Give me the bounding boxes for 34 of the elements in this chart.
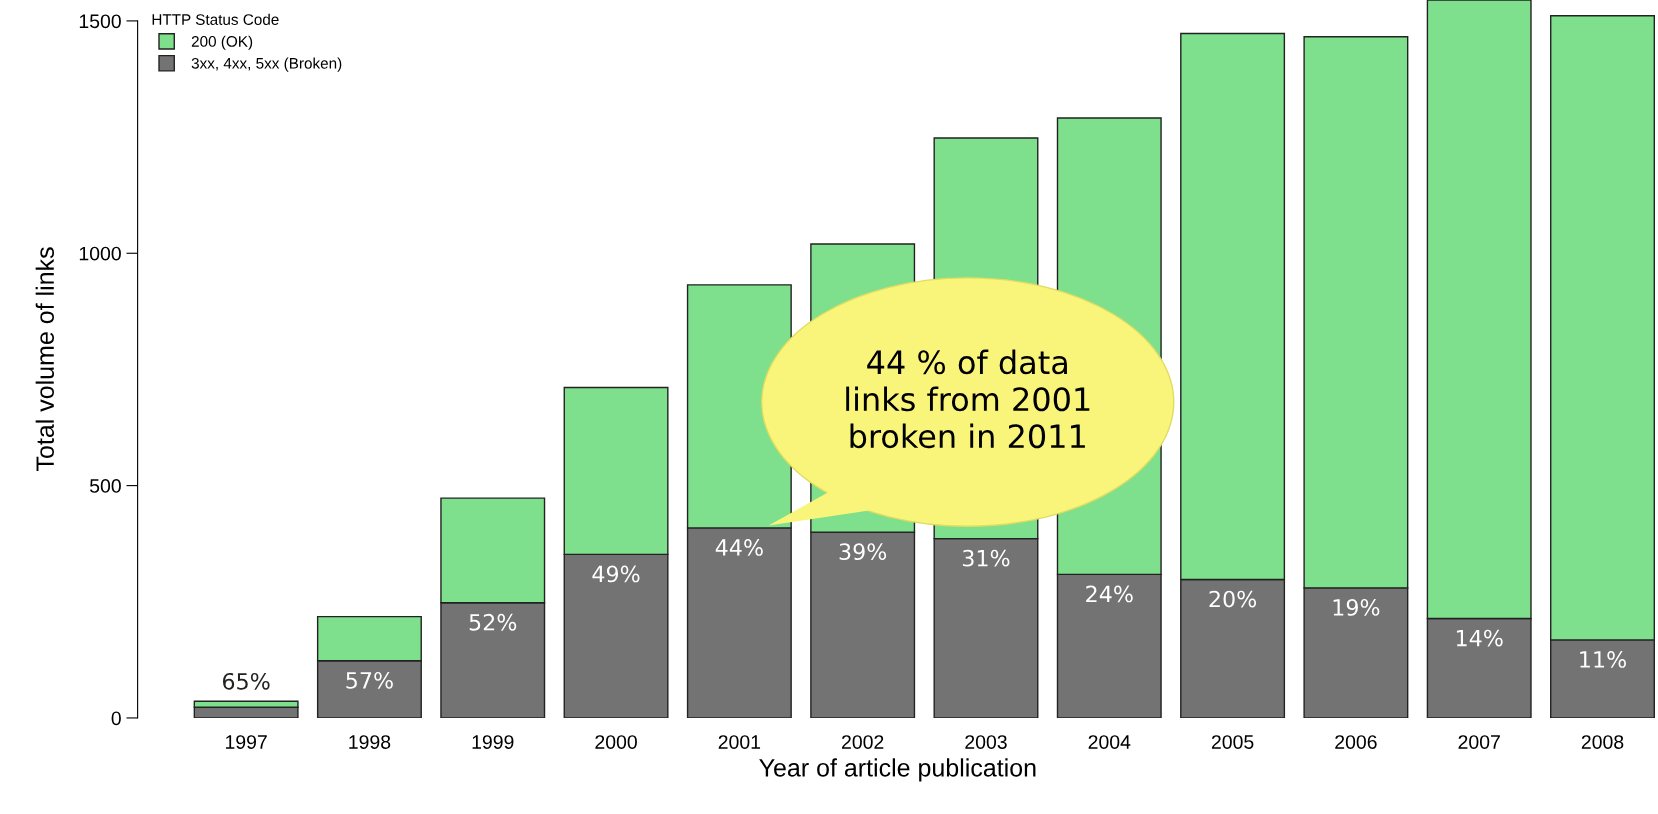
annotation: 11%: [1580, 651, 1626, 668]
x-tick-label: 2004: [1088, 735, 1131, 749]
y-tick-label: 1000: [79, 246, 121, 261]
annotation: 20%: [1209, 590, 1257, 608]
annotation: 39%: [839, 543, 887, 561]
x-tick-label: 1998: [349, 735, 391, 749]
annotation: 19%: [1333, 599, 1380, 616]
annotation: 24%: [1086, 585, 1133, 603]
x-tick-label: 2008: [1581, 735, 1624, 749]
annotation: 49%: [592, 565, 640, 583]
y-axis-title: Total volume of links: [35, 247, 54, 471]
x-tick-label: 2007: [1458, 735, 1500, 749]
x-tick-label: 2002: [842, 735, 884, 749]
x-axis-title: Year of article publication: [759, 758, 1036, 782]
x-tick-label: 2001: [718, 735, 761, 749]
annotation: 14%: [1456, 629, 1503, 647]
x-tick-label: 1999: [472, 735, 514, 749]
annotation: 52%: [469, 613, 517, 631]
y-tick-label: 500: [89, 479, 121, 493]
y-tick-label: 0: [111, 711, 121, 726]
annotation: 44%: [715, 539, 763, 556]
annotation: 57%: [346, 671, 393, 689]
x-tick-label: 2006: [1335, 735, 1377, 749]
x-tick-label: 2005: [1211, 735, 1254, 749]
annotation: 65%: [222, 672, 270, 690]
annotation: 44 % of data links from 2001 broken in 2011: [846, 349, 1090, 449]
x-tick-label: 2000: [595, 735, 637, 749]
y-tick-label: 1500: [79, 14, 121, 29]
legend-title: HTTP Status Code: [152, 13, 279, 25]
x-tick-label: 2003: [965, 735, 1007, 749]
legend-label: 200 (OK): [191, 35, 253, 50]
x-tick-label: 1997: [225, 735, 267, 749]
annotation: 31%: [962, 549, 1010, 567]
legend-label: 3xx, 4xx, 5xx (Broken): [191, 57, 342, 72]
